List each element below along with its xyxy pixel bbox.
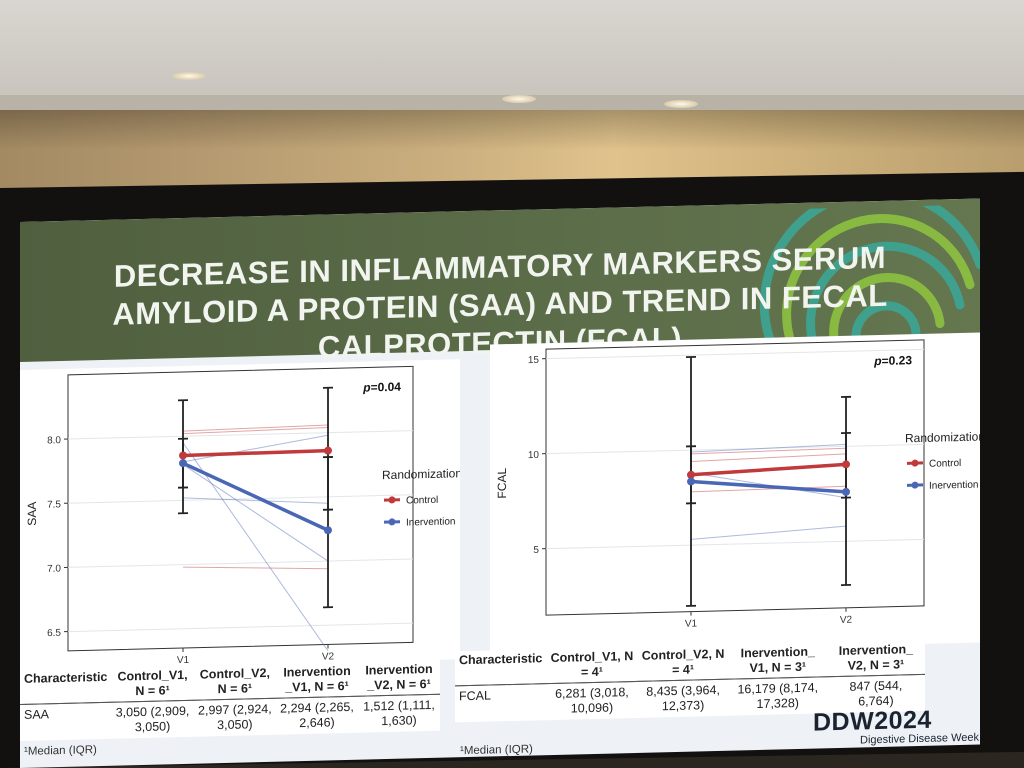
p-value-annotation: p=0.23: [873, 353, 912, 368]
legend-swatch-point: [388, 518, 396, 526]
legend-label: Control: [406, 495, 438, 507]
table-cell: 8,435 (3,964, 12,373): [646, 682, 720, 714]
table-header-cell: Inervention_ V2, N = 3¹: [826, 639, 925, 677]
legend-title: Randomization: [382, 466, 460, 482]
legend-label: Inervention: [406, 516, 455, 528]
table-header-cell: Inervention _V2, N = 6¹: [358, 659, 440, 697]
series-mean-point: [842, 487, 850, 496]
y-tick-label: 10: [528, 450, 540, 461]
legend-label: Control: [929, 458, 961, 470]
series-mean-line: [690, 479, 847, 494]
y-tick-label: 7.0: [47, 564, 61, 575]
fingerprint-logo: [759, 204, 980, 341]
x-tick-label: V2: [840, 615, 853, 626]
table-cell: 2,997 (2,924, 3,050): [198, 701, 272, 733]
subject-line: [690, 453, 847, 463]
x-tick-label: V1: [177, 655, 190, 666]
y-axis-label: SAA: [25, 502, 39, 526]
series-mean-point: [687, 470, 695, 479]
subject-line: [690, 447, 847, 455]
y-gridline: [68, 430, 413, 440]
subject-line: [690, 485, 847, 493]
table-header-cell: Inervention_ V1, N = 3¹: [728, 642, 827, 680]
table-cell: 1,512 (1,111, 1,630): [363, 697, 435, 729]
saa-chart: 6.5 7.0 7.5 8.0 V1 V2 SAA p=0.04 Randomization Co…: [20, 359, 460, 670]
y-tick-label: 7.5: [47, 499, 61, 510]
series-mean-point: [179, 451, 187, 460]
subject-line: [690, 525, 847, 540]
series-mean-point: [179, 459, 187, 468]
saa-table-footnote: ¹Median (IQR): [24, 744, 97, 758]
fcal-chart: 5 10 15 V1 V2 FCAL p=0.23 Randomization Control I…: [490, 332, 980, 655]
fcal-table-footnote: ¹Median (IQR): [460, 743, 533, 758]
x-tick-label: V2: [322, 651, 335, 662]
series-mean-line: [690, 462, 847, 477]
y-gridline: [546, 538, 924, 550]
table-header-cell: Control_V2, N = 6¹: [193, 663, 277, 701]
table-header-cell: Control_V1, N = 4¹: [546, 646, 638, 684]
series-mean-line: [182, 448, 329, 458]
subject-line: [182, 427, 329, 435]
plot-panel: [67, 365, 414, 652]
plot-panel: [545, 339, 925, 616]
subject-line: [182, 434, 329, 463]
table-header-cell: Control_V1, N = 6¹: [111, 665, 194, 703]
y-tick-label: 6.5: [47, 628, 61, 639]
table-cell: 6,281 (3,018, 10,096): [555, 685, 629, 716]
table-header-cell: Control_V2, N = 4¹: [637, 644, 729, 682]
p-value-annotation: p=0.04: [362, 380, 401, 395]
ddw-logo-subtitle: Digestive Disease Week: [860, 731, 980, 747]
y-gridline: [68, 558, 413, 568]
subject-line: [690, 443, 847, 453]
table-header-cell: Inervention _V1, N = 6¹: [276, 661, 358, 699]
legend-swatch-point: [911, 459, 919, 467]
legend-label: Inervention: [929, 480, 978, 492]
subject-line: [182, 566, 329, 570]
subject-line: [182, 442, 329, 652]
series-mean-point: [842, 460, 850, 469]
legend-title: Randomization: [905, 429, 980, 445]
table-header-cell: Characteristic: [455, 649, 547, 686]
table-cell: 3,050 (2,909, 3,050): [115, 703, 190, 735]
title-banner: DECREASE IN INFLAMMATORY MARKERS SERUM A…: [20, 198, 980, 365]
series-mean-point: [324, 446, 332, 455]
series-mean-point: [324, 526, 332, 535]
table-cell: 2,294 (2,265, 2,646): [280, 699, 354, 731]
y-tick-label: 15: [528, 355, 540, 366]
y-tick-label: 8.0: [47, 435, 61, 446]
y-axis-label: FCAL: [495, 467, 509, 498]
subject-line: [182, 497, 329, 504]
y-gridline: [68, 494, 413, 504]
legend-swatch-point: [388, 496, 396, 504]
series-mean-point: [687, 477, 695, 486]
table-header-cell: Characteristic: [20, 667, 112, 705]
subject-line: [182, 424, 329, 432]
ceiling-light: [502, 95, 536, 103]
subject-line: [182, 464, 329, 562]
wall-shadow: [0, 110, 1024, 150]
ceiling-light: [664, 100, 698, 108]
x-tick-label: V1: [685, 618, 698, 629]
y-gridline: [546, 443, 924, 455]
legend-swatch-point: [911, 481, 919, 489]
y-tick-label: 5: [533, 545, 539, 556]
ceiling-light: [172, 72, 206, 80]
saa-summary-table: Characteristic Control_V1, N = 6¹ Contro…: [20, 659, 440, 741]
y-gridline: [68, 622, 413, 633]
ceiling: [0, 0, 1024, 110]
series-mean-line: [182, 461, 329, 532]
presentation-slide: DECREASE IN INFLAMMATORY MARKERS SERUM A…: [20, 198, 980, 768]
y-gridline: [546, 348, 924, 360]
table-cell: FCAL: [459, 688, 491, 704]
table-cell: SAA: [24, 707, 50, 722]
